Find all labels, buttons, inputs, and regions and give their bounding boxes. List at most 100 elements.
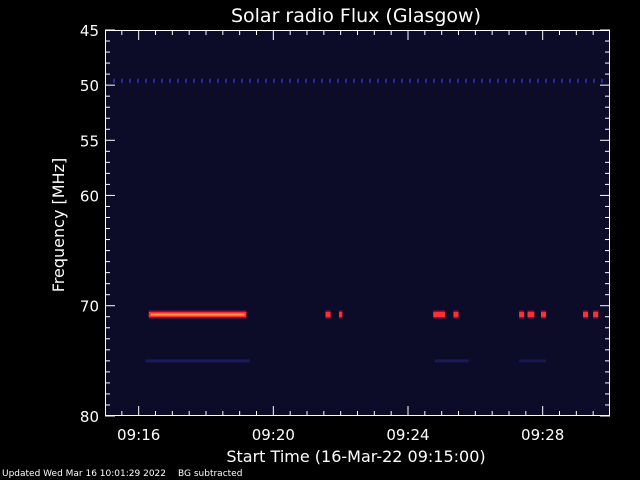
emission-burst bbox=[148, 310, 247, 319]
x-tick-label: 09:28 bbox=[521, 426, 564, 444]
faint-band-dot bbox=[241, 78, 243, 83]
emission-burst bbox=[527, 310, 535, 319]
plot-background bbox=[105, 30, 610, 416]
y-tick-label: 70 bbox=[80, 298, 99, 316]
faint-band-dot bbox=[497, 78, 499, 83]
faint-band-dot bbox=[337, 78, 339, 83]
footer: Updated Wed Mar 16 10:01:29 2022 BG subtr… bbox=[2, 469, 254, 479]
faint-band-dot bbox=[177, 78, 179, 83]
x-tick-label: 09:20 bbox=[252, 426, 295, 444]
faint-band-dot bbox=[593, 78, 595, 83]
y-tick-label: 55 bbox=[80, 132, 99, 150]
faint-band-dot bbox=[129, 78, 131, 83]
burst-body bbox=[540, 312, 547, 318]
faint-band-dot bbox=[417, 78, 419, 83]
updated-timestamp: Updated Wed Mar 16 10:01:29 2022 bbox=[2, 469, 166, 479]
faint-band-dot bbox=[209, 78, 211, 83]
burst-body bbox=[433, 312, 446, 318]
faint-band-dot bbox=[217, 78, 219, 83]
faint-band-dot bbox=[569, 78, 571, 83]
faint-band-dot bbox=[201, 78, 203, 83]
faint-band-dot bbox=[377, 78, 379, 83]
y-tick-label: 50 bbox=[80, 77, 99, 95]
faint-band-dot bbox=[521, 78, 523, 83]
faint-band-dot bbox=[249, 78, 251, 83]
faint-band-dot bbox=[113, 78, 115, 83]
burst-body bbox=[453, 312, 459, 318]
faint-band-dot bbox=[433, 78, 435, 83]
emission-layer bbox=[148, 310, 599, 319]
x-axis-label: Start Time (16-Mar-22 09:15:00) bbox=[226, 447, 485, 466]
faint-band-dot bbox=[321, 78, 323, 83]
faint-band-dot bbox=[401, 78, 403, 83]
faint-band-segment bbox=[434, 359, 469, 363]
faint-band-dot bbox=[577, 78, 579, 83]
faint-band-dot bbox=[185, 78, 187, 83]
burst-body bbox=[593, 312, 599, 318]
faint-band-dot bbox=[449, 78, 451, 83]
faint-band-dot bbox=[489, 78, 491, 83]
faint-band-dot bbox=[441, 78, 443, 83]
faint-band-dot bbox=[457, 78, 459, 83]
faint-band-dot bbox=[161, 78, 163, 83]
faint-band-dot bbox=[273, 78, 275, 83]
emission-burst bbox=[540, 310, 547, 319]
faint-band-dot bbox=[585, 78, 587, 83]
emission-burst bbox=[338, 310, 343, 319]
chart-title: Solar radio Flux (Glasgow) bbox=[231, 5, 481, 27]
emission-burst bbox=[433, 310, 446, 319]
faint-band-dot bbox=[481, 78, 483, 83]
y-tick-label: 45 bbox=[80, 22, 99, 40]
emission-burst bbox=[593, 310, 599, 319]
burst-body bbox=[583, 312, 589, 318]
bg-subtracted-note: BG subtracted bbox=[178, 469, 243, 479]
faint-band-dot bbox=[297, 78, 299, 83]
faint-band-dot bbox=[473, 78, 475, 83]
faint-band-dot bbox=[329, 78, 331, 83]
y-axis-label: Frequency [MHz] bbox=[49, 158, 68, 292]
faint-band-dot bbox=[257, 78, 259, 83]
faint-band-dot bbox=[553, 78, 555, 83]
faint-band-dot bbox=[281, 78, 283, 83]
faint-band-dot bbox=[145, 78, 147, 83]
burst-core bbox=[150, 313, 245, 316]
faint-band-dot bbox=[265, 78, 267, 83]
faint-band-dot bbox=[169, 78, 171, 83]
faint-band-dot bbox=[193, 78, 195, 83]
faint-band-dot bbox=[601, 78, 603, 83]
faint-band-dot bbox=[409, 78, 411, 83]
burst-body bbox=[527, 312, 535, 318]
faint-band-dot bbox=[353, 78, 355, 83]
faint-band-dot bbox=[153, 78, 155, 83]
faint-band-dot bbox=[537, 78, 539, 83]
y-tick-label: 60 bbox=[80, 187, 99, 205]
axis-ticks: 09:16 09:20 09:24 09:28 45 50 55 60 70 80 bbox=[80, 22, 610, 444]
faint-band-dot bbox=[121, 78, 123, 83]
faint-band-dot bbox=[513, 78, 515, 83]
burst-body bbox=[325, 312, 331, 318]
emission-burst bbox=[519, 310, 525, 319]
x-tick-label: 09:24 bbox=[386, 426, 429, 444]
burst-body bbox=[519, 312, 525, 318]
faint-band-segment bbox=[145, 359, 250, 363]
faint-band-dot bbox=[465, 78, 467, 83]
burst-body bbox=[338, 312, 343, 318]
faint-band-dot bbox=[561, 78, 563, 83]
x-tick-label: 09:16 bbox=[117, 426, 160, 444]
faint-band-dot bbox=[545, 78, 547, 83]
faint-band-dot bbox=[369, 78, 371, 83]
faint-band-dot bbox=[289, 78, 291, 83]
faint-band-dot bbox=[385, 78, 387, 83]
faint-band-segment bbox=[519, 359, 547, 363]
faint-band-dot bbox=[305, 78, 307, 83]
emission-burst bbox=[583, 310, 589, 319]
faint-band-dot bbox=[137, 78, 139, 83]
faint-background-features bbox=[113, 78, 603, 363]
faint-band-dot bbox=[505, 78, 507, 83]
faint-band-dot bbox=[345, 78, 347, 83]
faint-band-dot bbox=[425, 78, 427, 83]
emission-burst bbox=[453, 310, 459, 319]
emission-burst bbox=[325, 310, 331, 319]
faint-band-dot bbox=[529, 78, 531, 83]
